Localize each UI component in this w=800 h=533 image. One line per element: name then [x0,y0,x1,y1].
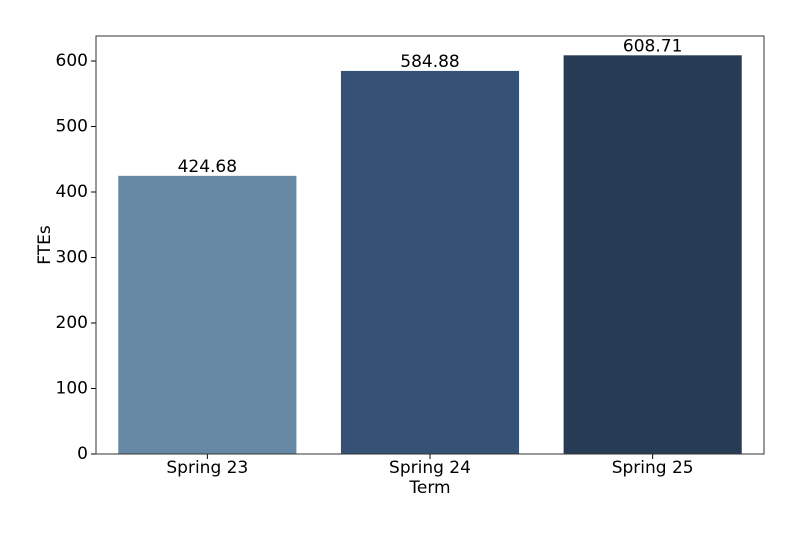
bar [118,175,297,454]
y-axis-label: FTEs [35,225,55,265]
bar [340,70,520,454]
value-label: 608.71 [623,36,682,56]
x-tick-label: Spring 24 [389,458,471,478]
y-tick-label: 500 [56,117,88,137]
x-tick-label: Spring 23 [166,458,248,478]
bar [563,55,742,455]
y-tick-label: 300 [56,248,88,268]
value-label: 424.68 [178,157,237,177]
plot-frame [95,35,765,455]
y-tick-label: 400 [56,182,88,202]
y-tick-label: 200 [56,313,88,333]
y-tick-label: 0 [77,444,88,464]
y-tick-label: 100 [56,379,88,399]
x-tick-label: Spring 25 [612,458,694,478]
x-axis-label: Term [408,478,450,498]
value-label: 584.88 [400,52,459,72]
y-tick-label: 600 [56,51,88,71]
